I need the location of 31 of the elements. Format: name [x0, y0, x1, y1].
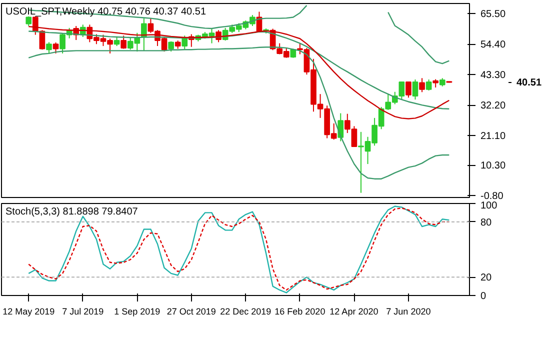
y-tick-label: 54.40: [480, 40, 506, 51]
x-tick-label: 16 Feb 2020: [274, 306, 326, 316]
y-tick-label: 21.10: [480, 130, 506, 142]
candlestick: [406, 81, 412, 98]
candlestick: [141, 18, 147, 52]
candlestick: [338, 112, 344, 142]
x-tick-label: 7 Jul 2019: [62, 306, 104, 316]
x-tick-label: 12 Apr 2020: [330, 306, 378, 316]
x-tick-label: 7 Jun 2020: [386, 306, 431, 316]
candlestick: [52, 42, 59, 54]
y-tick-label: 10.30: [480, 160, 506, 172]
y-tick-label: -0.80: [480, 191, 504, 202]
x-tick-label: 1 Sep 2019: [114, 306, 160, 316]
candlestick: [46, 42, 52, 54]
chart-title: Stoch(5,3,3) 81.8898 79.8407: [6, 206, 138, 218]
text: 40.51: [516, 78, 542, 89]
y-tick-label: 32.20: [480, 100, 506, 112]
candlestick: [426, 79, 432, 91]
x-tick-label: 12 May 2019: [2, 306, 55, 316]
y-tick-label: 80: [480, 217, 492, 228]
y-tick-label: 0: [480, 291, 486, 302]
x-tick-label: 27 Oct 2019: [166, 306, 216, 316]
x-tick-label: 22 Dec 2019: [220, 306, 272, 316]
y-tick-label: 100: [480, 200, 498, 212]
candlestick: [419, 78, 425, 93]
y-tick-label: 20: [480, 272, 492, 284]
candlestick: [120, 35, 127, 50]
candlestick: [412, 79, 418, 100]
y-tick-label: 65.50: [480, 9, 506, 20]
candlestick: [114, 36, 120, 47]
y-tick-label: 43.30: [480, 70, 506, 82]
